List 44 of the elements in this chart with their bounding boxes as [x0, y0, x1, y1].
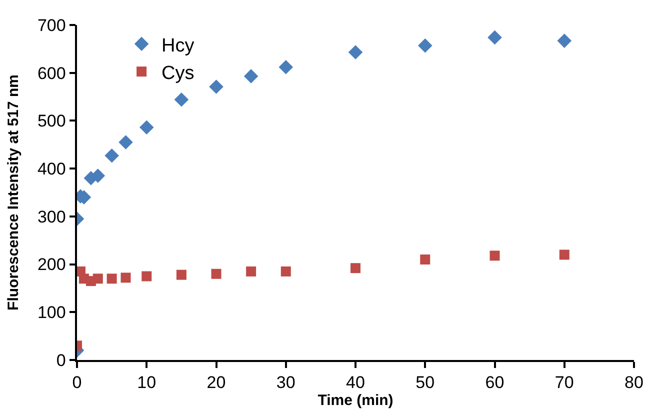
y-tick-label: 100	[37, 303, 66, 322]
y-axis-title: Fluorescence Intensity at 517 nm	[5, 74, 22, 310]
point	[557, 34, 572, 48]
point	[174, 92, 189, 107]
point	[488, 30, 502, 45]
x-tick-label: 60	[485, 373, 504, 392]
point	[142, 271, 152, 282]
y-tick-label: 500	[37, 112, 66, 131]
point	[118, 135, 133, 150]
point	[104, 148, 119, 163]
point	[420, 254, 430, 264]
point	[350, 263, 360, 274]
point	[92, 274, 103, 284]
point	[348, 45, 363, 60]
y-tick-label: 400	[37, 160, 66, 179]
x-tick-label: 50	[416, 373, 435, 392]
x-tick-label: 40	[346, 373, 365, 392]
x-axis-title: Time (min)	[318, 392, 394, 410]
point	[209, 80, 224, 94]
x-tick-label: 30	[276, 373, 296, 392]
legend-label: Hcy	[162, 35, 195, 56]
point	[278, 60, 294, 74]
y-tick-label: 300	[37, 207, 66, 226]
y-tick-label: 0	[56, 350, 66, 370]
x-tick-label: 70	[554, 373, 574, 392]
point	[490, 250, 500, 261]
legend-label: Cys	[162, 62, 194, 84]
x-tick-label: 10	[137, 373, 156, 392]
y-tick-label: 200	[37, 255, 66, 274]
x-tick-label: 0	[72, 373, 82, 392]
point	[280, 266, 291, 276]
point	[418, 38, 432, 53]
point	[106, 274, 117, 284]
x-tick-label: 80	[624, 373, 644, 392]
point	[559, 250, 570, 260]
point	[244, 69, 258, 84]
y-tick-label: 700	[37, 16, 66, 35]
x-tick-label: 20	[206, 373, 226, 392]
y-tick-label: 600	[37, 64, 66, 83]
point	[120, 272, 131, 283]
point	[176, 270, 186, 280]
point	[211, 268, 222, 279]
point	[246, 266, 256, 276]
point	[139, 120, 154, 135]
